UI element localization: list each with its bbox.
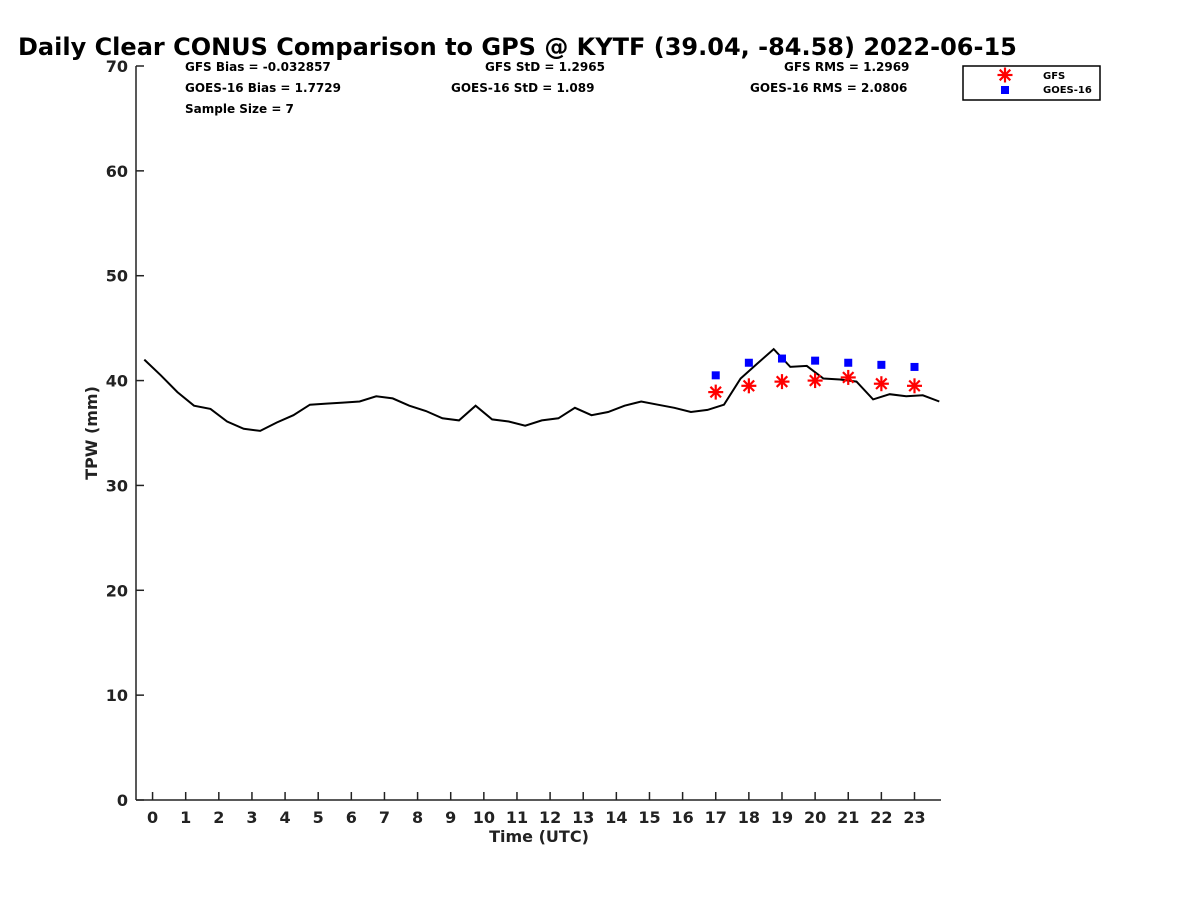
x-tick-label: 16 bbox=[671, 808, 693, 827]
legend-box bbox=[962, 65, 1101, 101]
x-tick-label: 10 bbox=[473, 808, 495, 827]
goes-point bbox=[711, 371, 720, 380]
legend-goes-label: GOES-16 bbox=[1043, 85, 1092, 96]
goes-point bbox=[877, 360, 886, 369]
y-axis-label: TPW (mm) bbox=[82, 386, 101, 480]
x-tick-label: 18 bbox=[738, 808, 760, 827]
stats-block: GFS Bias = -0.032857 GOES-16 Bias = 1.77… bbox=[185, 60, 909, 116]
sample-size-stat: Sample Size = 7 bbox=[185, 102, 294, 116]
x-tick-label: 8 bbox=[412, 808, 423, 827]
y-tick-label: 10 bbox=[106, 686, 128, 705]
gfs-point bbox=[708, 384, 724, 400]
x-tick-label: 15 bbox=[638, 808, 660, 827]
goes-rms-stat: GOES-16 RMS = 2.0806 bbox=[750, 81, 907, 95]
x-tick-label: 4 bbox=[280, 808, 291, 827]
gfs-point bbox=[840, 369, 856, 385]
legend-goes-marker bbox=[1001, 86, 1009, 94]
goes-std-stat: GOES-16 StD = 1.089 bbox=[451, 81, 594, 95]
goes-point bbox=[910, 362, 919, 371]
gps-series-line bbox=[143, 347, 940, 432]
gfs-rms-stat: GFS RMS = 1.2969 bbox=[784, 60, 909, 74]
x-tick-label: 11 bbox=[506, 808, 528, 827]
gfs-point bbox=[906, 378, 922, 394]
x-tick-label: 22 bbox=[870, 808, 892, 827]
x-tick-label: 1 bbox=[180, 808, 191, 827]
x-tick-label: 5 bbox=[313, 808, 324, 827]
goes-point bbox=[744, 358, 753, 367]
x-tick-label: 21 bbox=[837, 808, 859, 827]
gfs-std-stat: GFS StD = 1.2965 bbox=[485, 60, 605, 74]
goes-point bbox=[844, 358, 853, 367]
y-tick-label: 50 bbox=[106, 267, 128, 286]
legend: GFS GOES-16 bbox=[962, 65, 1101, 101]
x-tick-label: 20 bbox=[804, 808, 826, 827]
gfs-point bbox=[873, 376, 889, 392]
x-axis-label: Time (UTC) bbox=[489, 827, 589, 846]
gfs-point bbox=[807, 373, 823, 389]
gfs-bias-stat: GFS Bias = -0.032857 bbox=[185, 60, 331, 74]
y-tick-label: 40 bbox=[106, 372, 128, 391]
goes-point bbox=[777, 354, 786, 363]
chart-title: Daily Clear CONUS Comparison to GPS @ KY… bbox=[18, 33, 1017, 61]
x-tick-label: 6 bbox=[346, 808, 357, 827]
points-layer bbox=[708, 354, 922, 400]
y-tick-label: 30 bbox=[106, 476, 128, 495]
x-tick-label: 23 bbox=[903, 808, 925, 827]
legend-gfs-marker bbox=[997, 67, 1013, 83]
x-tick-label: 3 bbox=[246, 808, 257, 827]
x-tick-label: 7 bbox=[379, 808, 390, 827]
x-tick-label: 2 bbox=[213, 808, 224, 827]
x-tick-label: 12 bbox=[539, 808, 561, 827]
x-tick-label: 13 bbox=[572, 808, 594, 827]
gps-line-layer bbox=[143, 347, 940, 432]
y-tick-label: 20 bbox=[106, 581, 128, 600]
x-tick-label: 9 bbox=[445, 808, 456, 827]
x-tick-label: 19 bbox=[771, 808, 793, 827]
goes-bias-stat: GOES-16 Bias = 1.7729 bbox=[185, 81, 341, 95]
legend-gfs-label: GFS bbox=[1043, 71, 1065, 82]
y-tick-label: 60 bbox=[106, 162, 128, 181]
goes-point bbox=[811, 356, 820, 365]
x-tick-label: 14 bbox=[605, 808, 627, 827]
gfs-point bbox=[774, 374, 790, 390]
legend-gfs-asterisk bbox=[997, 67, 1013, 83]
gfs-point bbox=[741, 378, 757, 394]
x-tick-label: 0 bbox=[147, 808, 158, 827]
y-tick-label: 70 bbox=[106, 57, 128, 76]
x-tick-label: 17 bbox=[705, 808, 727, 827]
y-tick-label: 0 bbox=[117, 791, 128, 810]
